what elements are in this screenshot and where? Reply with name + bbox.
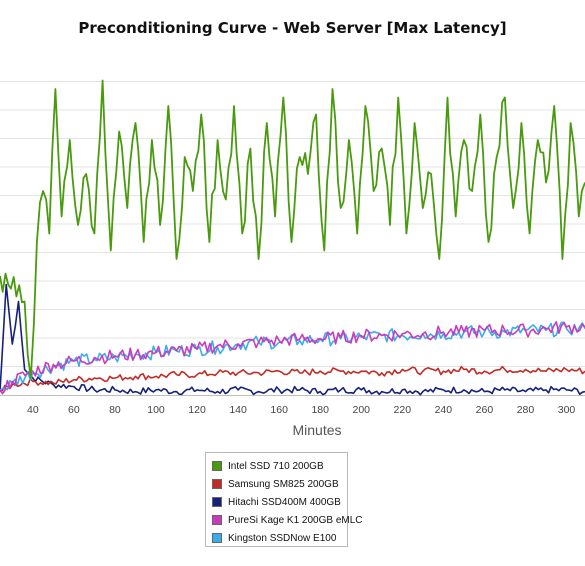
chart-title: Preconditioning Curve - Web Server [Max …	[78, 19, 507, 37]
legend-item: Samsung SM825 200GB	[212, 475, 347, 493]
series-line-puresi-kage-k1-200gb-emlc	[0, 321, 585, 395]
legend-label: Samsung SM825 200GB	[228, 478, 339, 490]
legend-swatch	[212, 533, 222, 543]
x-tick-label: 220	[394, 404, 412, 416]
x-tick-label: 60	[68, 404, 80, 416]
x-tick-labels: 40 60 80 100 120 140 160 180 200 220 240 260 280 300	[27, 404, 575, 416]
series-lines	[0, 79, 585, 396]
series-line-hitachi-ssd400m-400gb	[0, 283, 585, 396]
legend-swatch	[212, 515, 222, 525]
x-axis-label: Minutes	[292, 422, 342, 438]
series-line-intel-ssd-710-200gb	[0, 79, 585, 379]
legend-item: PureSi Kage K1 200GB eMLC	[212, 511, 363, 529]
legend-swatch	[212, 479, 222, 489]
x-tick-label: 160	[270, 404, 288, 416]
x-tick-label: 280	[517, 404, 535, 416]
x-tick-label: 40	[27, 404, 39, 416]
legend-label: Hitachi SSD400M 400GB	[228, 496, 341, 508]
legend-item: Intel SSD 710 200GB	[212, 457, 347, 475]
x-tick-label: 140	[229, 404, 247, 416]
x-tick-label: 200	[352, 404, 370, 416]
x-tick-label: 180	[311, 404, 329, 416]
x-tick-label: 100	[147, 404, 165, 416]
x-tick-label: 240	[435, 404, 453, 416]
gridlines	[0, 81, 585, 367]
series-line-samsung-sm825-200gb	[0, 365, 585, 393]
line-chart-plot: 40 60 80 100 120 140 160 180 200 220 240 260 280 300	[0, 79, 585, 416]
x-tick-label: 260	[476, 404, 494, 416]
legend-label: Kingston SSDNow E100	[228, 532, 337, 544]
legend-item: Hitachi SSD400M 400GB	[212, 493, 347, 511]
legend-label: Intel SSD 710 200GB	[228, 460, 324, 472]
x-tick-label: 300	[558, 404, 576, 416]
x-tick-label: 120	[188, 404, 206, 416]
legend-swatch	[212, 461, 222, 471]
legend-swatch	[212, 497, 222, 507]
legend: Intel SSD 710 200GB Samsung SM825 200GB Hi…	[205, 452, 363, 547]
x-tick-label: 80	[109, 404, 121, 416]
legend-label: PureSi Kage K1 200GB eMLC	[228, 514, 363, 526]
legend-item: Kingston SSDNow E100	[212, 529, 347, 547]
